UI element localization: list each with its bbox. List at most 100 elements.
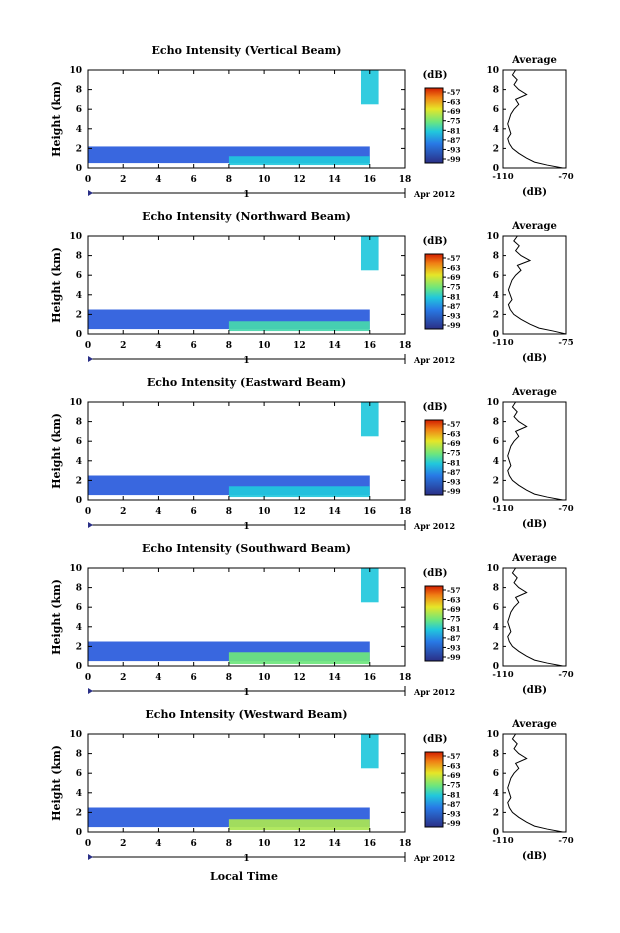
date-label: Apr 2012 (413, 853, 455, 863)
x-tick-label: 0 (85, 673, 91, 683)
average-profile-line (507, 567, 563, 667)
average-x-label: (dB) (522, 353, 547, 364)
colorbar-tick-label: -87 (447, 302, 461, 311)
day-start-marker (88, 854, 93, 860)
y-tick-label: 2 (493, 642, 499, 652)
x-tick-label: 18 (399, 507, 412, 517)
day-label: 1 (243, 854, 249, 864)
average-x-tick-label: -70 (558, 504, 573, 514)
x-tick-label: 4 (155, 507, 161, 517)
colorbar-tick-label: -57 (447, 420, 461, 429)
y-tick-label: 4 (76, 125, 82, 135)
echo-layer (360, 236, 379, 271)
x-tick-label: 8 (226, 341, 232, 351)
average-profile: Average 0 2 4 6 8 10 -110 -70 (dB) (486, 387, 573, 530)
colorbar-unit: (dB) (423, 402, 448, 413)
average-x-label: (dB) (522, 685, 547, 696)
x-tick-label: 16 (364, 175, 377, 185)
colorbar-tick-label: -63 (447, 98, 461, 107)
x-tick-label: 14 (328, 175, 341, 185)
date-label: Apr 2012 (413, 521, 455, 531)
x-tick-label: 2 (120, 341, 126, 351)
colorbar-tick-label: -75 (447, 615, 461, 624)
x-tick-label: 0 (85, 839, 91, 849)
x-tick-label: 6 (191, 507, 197, 517)
y-axis-label: Height (km) (50, 247, 63, 323)
day-label: 1 (243, 356, 249, 366)
average-profile: Average 0 2 4 6 8 10 -110 -70 (dB) (486, 719, 573, 862)
average-x-tick-label: -110 (492, 836, 513, 846)
average-title: Average (511, 719, 557, 730)
colorbar-tick-label: -87 (447, 136, 461, 145)
x-tick-label: 12 (293, 175, 306, 185)
y-tick-label: 0 (76, 330, 82, 340)
average-x-tick-label: -110 (492, 670, 513, 680)
panel-2: Echo Intensity (Northward Beam) Height (k… (50, 210, 574, 366)
x-tick-label: 8 (226, 507, 232, 517)
x-tick-label: 0 (85, 507, 91, 517)
x-tick-label: 4 (155, 673, 161, 683)
y-tick-label: 0 (493, 828, 499, 838)
y-tick-label: 10 (69, 730, 82, 740)
y-tick-label: 6 (493, 271, 499, 281)
y-tick-label: 8 (493, 584, 499, 594)
y-tick-label: 8 (493, 86, 499, 96)
x-tick-label: 18 (399, 341, 412, 351)
average-profile-line (507, 235, 567, 335)
y-tick-label: 8 (76, 252, 82, 262)
plot-frame (87, 235, 406, 335)
y-tick-label: 6 (493, 769, 499, 779)
x-tick-label: 12 (293, 341, 306, 351)
day-label: 1 (243, 688, 249, 698)
y-tick-label: 4 (76, 457, 82, 467)
y-tick-label: 2 (76, 310, 82, 320)
echo-layer (228, 486, 370, 498)
average-title: Average (511, 55, 557, 66)
y-tick-label: 2 (493, 476, 499, 486)
x-tick-label: 10 (258, 175, 271, 185)
y-tick-label: 8 (76, 750, 82, 760)
y-tick-label: 6 (493, 437, 499, 447)
x-tick-label: 2 (120, 507, 126, 517)
y-tick-label: 8 (76, 418, 82, 428)
colorbar-tick-label: -57 (447, 586, 461, 595)
colorbar-tick-label: -93 (447, 145, 461, 154)
y-tick-label: 4 (76, 623, 82, 633)
chart-title: Echo Intensity (Westward Beam) (145, 708, 347, 721)
y-tick-label: 10 (486, 232, 499, 242)
x-tick-label: 2 (120, 673, 126, 683)
colorbar-tick-label: -99 (447, 819, 461, 828)
y-tick-label: 2 (76, 144, 82, 154)
x-tick-label: 4 (155, 839, 161, 849)
day-label: 1 (243, 190, 249, 200)
colorbar-tick-label: -99 (447, 653, 461, 662)
echo-layer (228, 652, 370, 665)
echo-layer (360, 402, 379, 437)
date-label: Apr 2012 (413, 355, 455, 365)
colorbar-tick-label: -69 (447, 605, 461, 614)
colorbar (424, 253, 444, 330)
x-tick-label: 4 (155, 175, 161, 185)
average-x-label: (dB) (522, 187, 547, 198)
y-tick-label: 0 (76, 496, 82, 506)
x-tick-label: 8 (226, 175, 232, 185)
colorbar-unit: (dB) (423, 236, 448, 247)
y-tick-label: 10 (69, 232, 82, 242)
x-tick-label: 6 (191, 341, 197, 351)
x-tick-label: 14 (328, 673, 341, 683)
average-title: Average (511, 387, 557, 398)
y-tick-label: 8 (76, 86, 82, 96)
colorbar-tick-label: -63 (447, 430, 461, 439)
average-x-label: (dB) (522, 519, 547, 530)
y-tick-label: 4 (76, 291, 82, 301)
colorbar (424, 585, 444, 662)
echo-layer (228, 156, 370, 166)
colorbar-tick-label: -87 (447, 634, 461, 643)
average-profile: Average 0 2 4 6 8 10 -110 -70 (dB) (486, 55, 573, 198)
x-tick-label: 16 (364, 839, 377, 849)
y-tick-label: 0 (493, 330, 499, 340)
y-tick-label: 6 (76, 271, 82, 281)
colorbar-tick-label: -81 (447, 126, 461, 135)
x-tick-label: 8 (226, 839, 232, 849)
